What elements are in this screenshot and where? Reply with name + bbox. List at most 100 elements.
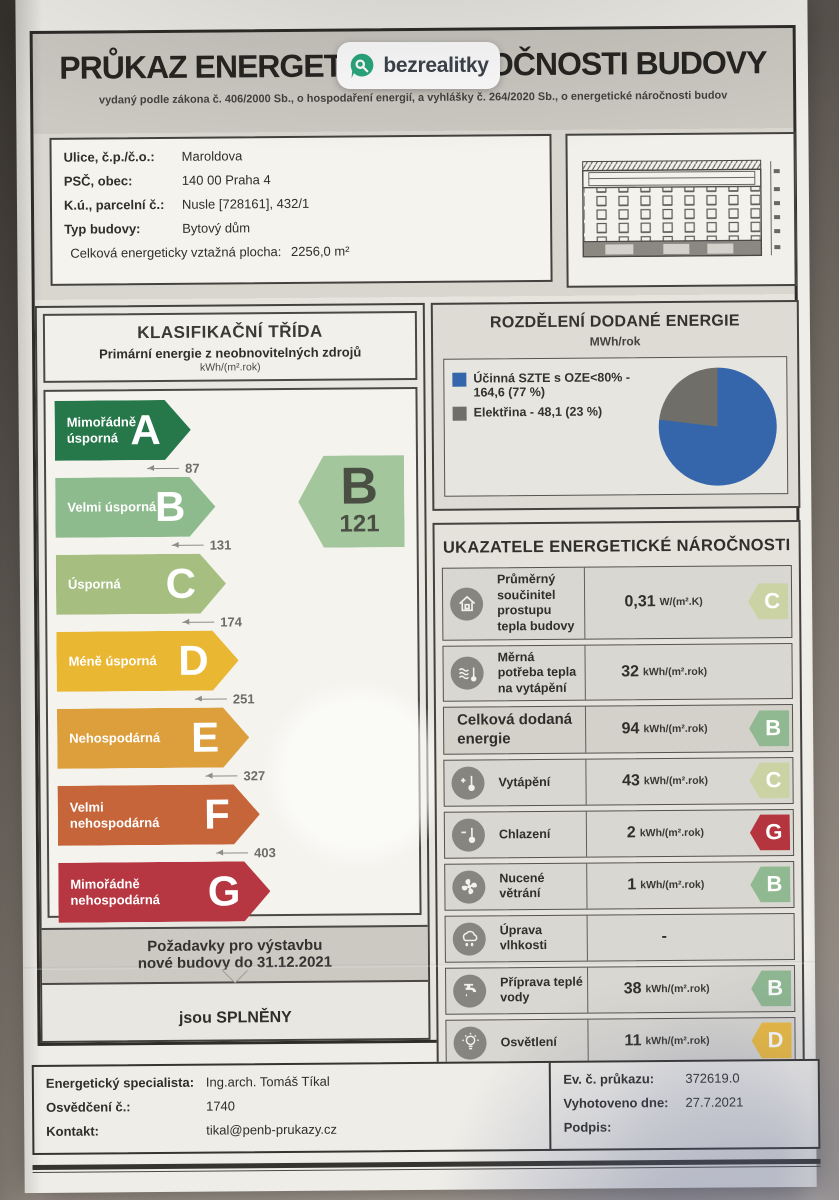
threshold-174: 174 [56, 614, 242, 630]
rating-letter: B [340, 457, 379, 516]
light-bulb-icon [453, 1026, 487, 1060]
indicator-badge: C [749, 762, 789, 798]
pie-title: ROZDĚLENÍ DODANÉ ENERGIE [489, 312, 740, 332]
certificate-page: PRŮKAZ ENERGETICKÉ NÁROČNOSTI BUDOVY vyd… [15, 0, 821, 1194]
threshold-87: 87 [55, 461, 200, 476]
class-arrow-d: Méně úsporná D [56, 630, 238, 691]
fan-icon [452, 870, 486, 904]
threshold-arrow-icon [216, 852, 249, 854]
pie-unit: MWh/rok [589, 334, 641, 349]
legend-swatch-gray [452, 406, 467, 421]
indicator-row-total-energy: Celková dodaná energie 94 kWh/(m².rok) B [442, 704, 794, 755]
requirements-banner: Požadavky pro výstavbu nové budovy do 31… [41, 924, 429, 985]
certificate-main-frame: PRŮKAZ ENERGETICKÉ NÁROČNOSTI BUDOVY vyd… [29, 25, 805, 1082]
threshold-327: 327 [57, 768, 265, 784]
building-rating-marker: B 121 [298, 455, 405, 548]
info-value: Bytový dům [182, 220, 251, 236]
class-label: Velmi úsporná [67, 499, 157, 515]
bezrealitky-label: bezrealitky [383, 53, 489, 77]
info-row-street: Ulice, č.p./č.o.: Maroldova [63, 146, 538, 165]
classification-title: KLASIFIKAČNÍ TŘÍDA [137, 321, 323, 343]
indicator-badge: B [749, 710, 789, 746]
legend-item: Elektřina - 48,1 (23 %) [452, 404, 659, 421]
rating-value: 121 [339, 510, 380, 538]
class-arrow-f: Velmi nehospodárná F [58, 784, 260, 846]
class-letter: E [190, 713, 220, 761]
pie-chart [658, 367, 778, 487]
class-label: Úsporná [67, 576, 121, 592]
info-label: K.ú., parcelní č.: [63, 196, 165, 213]
class-letter: C [165, 559, 197, 607]
indicator-row-u-value: Průměrný součinitel prostupu tepla budov… [441, 565, 793, 641]
class-arrow-b: Velmi úsporná B [55, 477, 215, 538]
faucet-icon [453, 974, 487, 1008]
indicator-row-humidity: Úprava vlhkosti - [444, 912, 795, 963]
heating-thermometer-icon [451, 766, 485, 800]
threshold-arrow-icon [171, 544, 204, 546]
footer-specialist-box: Energetický specialista: Ing.arch. Tomáš … [31, 1058, 821, 1156]
indicator-badge: B [751, 970, 791, 1006]
page-bottom-rule [32, 1158, 821, 1174]
building-elevation-drawing [582, 159, 781, 258]
threshold-arrow-icon [147, 467, 180, 470]
info-label: PSČ, obec: [63, 173, 133, 189]
classification-unit: kWh/(m².rok) [199, 361, 261, 374]
class-letter: D [178, 636, 209, 684]
indicator-badge: B [750, 866, 790, 902]
indicator-row-heating: Vytápění 43 kWh/(m².rok) C [443, 756, 794, 807]
info-label: Ulice, č.p./č.o.: [63, 149, 155, 165]
indicator-row-hot-water: Příprava teplé vody 38 kWh/(m².rok) B [444, 964, 796, 1015]
building-elevation-box [565, 132, 797, 288]
class-letter: F [203, 790, 230, 838]
info-row-city: PSČ, obec: 140 00 Praha 4 [64, 170, 538, 189]
indicators-title: UKAZATELE ENERGETICKÉ NÁROČNOSTI [442, 536, 791, 557]
threshold-403: 403 [58, 845, 276, 861]
class-arrow-g: Mimořádně nehospodárná G [58, 861, 270, 923]
classification-subtitle: Primární energie z neobnovitelných zdroj… [98, 344, 362, 362]
indicator-row-heat-demand: Měrná potřeba tepla na vytápění 32 kWh/(m… [442, 642, 793, 703]
info-row-parcel: K.ú., parcelní č.: Nusle [728161], 432/1 [64, 194, 538, 213]
info-row-type: Typ budovy: Bytový dům [64, 218, 538, 236]
info-label: Celková energeticky vztažná plocha: [70, 244, 282, 261]
class-arrow-e: Nehospodárná E [57, 707, 249, 769]
indicator-badge: G [750, 814, 790, 850]
legend-swatch-blue [452, 372, 467, 387]
legend-item: Účinná SZTE s OZE<80% - 164,6 (77 %) [452, 370, 658, 400]
threshold-251: 251 [57, 691, 255, 706]
page-subtitle: vydaný podle zákona č. 406/2000 Sb., o h… [98, 89, 728, 107]
info-row-area: Celková energeticky vztažná plocha: 2256… [64, 242, 538, 261]
threshold-arrow-icon [182, 621, 215, 623]
pie-chart-area: Účinná SZTE s OZE<80% - 164,6 (77 %) Ele… [443, 356, 789, 497]
heat-waves-icon [450, 656, 484, 691]
footer-left: Energetický specialista: Ing.arch. Tomáš … [33, 1062, 552, 1154]
class-letter: B [154, 482, 186, 531]
bezrealitky-pin-icon [351, 53, 374, 78]
class-label: Velmi nehospodárná [69, 799, 160, 831]
cooling-thermometer-icon [451, 818, 486, 852]
footer-right: Ev. č. průkazu: 372619.0 Vyhotoveno dne: 2… [563, 1070, 744, 1135]
class-label: Mimořádně nehospodárná [70, 876, 161, 908]
right-column: ROZDĚLENÍ DODANÉ ENERGIE MWh/rok Účinná … [430, 299, 805, 1082]
indicator-row-ventilation: Nucené větrání 1 kWh/(m².rok) B [444, 860, 795, 911]
info-value: Maroldova [181, 148, 243, 164]
class-label: Nehospodárná [69, 730, 161, 746]
requirements-result: jsou SPLNĚNY [178, 1008, 292, 1027]
info-value: Nusle [728161], 432/1 [181, 195, 310, 212]
threshold-131: 131 [56, 537, 231, 553]
humidity-cloud-icon [452, 922, 486, 956]
building-info-box: Ulice, č.p./č.o.: Maroldova PSČ, obec: 1… [49, 133, 553, 286]
classification-scale: Mimořádně úsporná A 87 Velmi úsporná B 1… [43, 386, 422, 918]
class-letter: A [130, 406, 161, 454]
threshold-arrow-icon [205, 775, 238, 777]
bezrealitky-watermark-badge: bezrealitky [337, 42, 500, 89]
indicator-row-lighting: Osvětlení 11 kWh/(m².rok) D [445, 1016, 796, 1067]
classification-panel: KLASIFIKAČNÍ TŘÍDA Primární energie z ne… [34, 302, 431, 1043]
indicator-badge: C [748, 583, 788, 619]
pie-legend: Účinná SZTE s OZE<80% - 164,6 (77 %) Ele… [452, 366, 659, 488]
class-label: Méně úsporná [68, 653, 157, 669]
info-value: 2256,0 m² [290, 243, 350, 259]
indicators-panel: UKAZATELE ENERGETICKÉ NÁROČNOSTI Průměrn… [432, 519, 805, 1082]
classification-header: KLASIFIKAČNÍ TŘÍDA Primární energie z ne… [42, 310, 418, 383]
contact-email: tikal@penb-prukazy.cz [206, 1121, 338, 1138]
class-arrow-c: Úsporná C [56, 553, 226, 614]
